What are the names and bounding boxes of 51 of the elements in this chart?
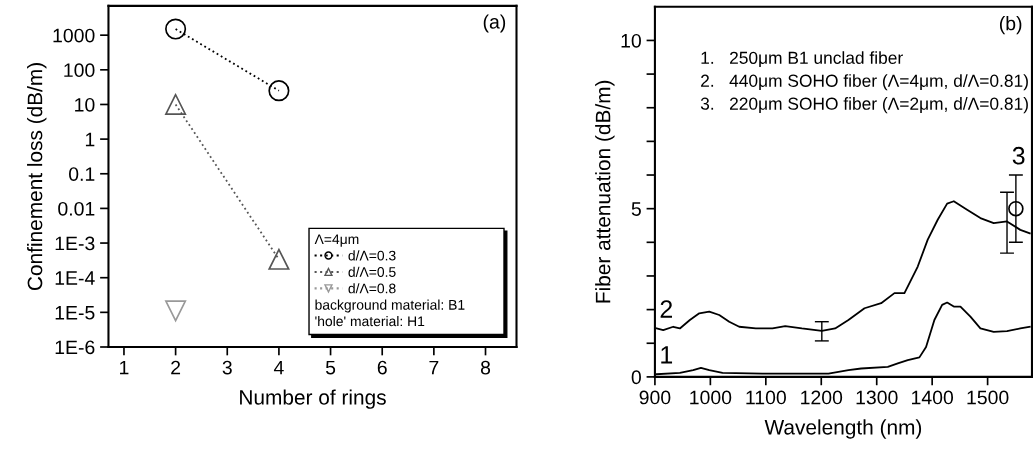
y-tick-label: 1000 — [53, 28, 95, 43]
y-tick-label: 100 — [64, 63, 95, 78]
series-label: 2 — [660, 300, 673, 318]
legend-label: d/Λ=0.8 — [348, 283, 396, 294]
y-tick-label: 1E-5 — [55, 306, 95, 320]
x-axis-title: Number of rings — [240, 389, 386, 409]
x-tick-label: 5 — [325, 360, 336, 375]
y-tick-label: 1 — [85, 132, 95, 147]
x-tick-label: 3 — [222, 360, 232, 375]
x-tick-label: 1000 — [690, 390, 732, 405]
y-tick-label: 1E-3 — [55, 236, 95, 251]
x-tick-label: 2 — [171, 360, 181, 375]
annotation: 1. 250μm B1 unclad fiber — [701, 51, 903, 68]
y-tick-label: 1E-6 — [55, 340, 95, 355]
series-label: 1 — [661, 346, 673, 364]
point — [268, 80, 290, 102]
legend-label: d/Λ=0.3 — [348, 250, 396, 261]
x-tick-label: 900 — [639, 390, 671, 405]
x-tick-label: 1200 — [801, 390, 843, 405]
annotation: (a) — [483, 14, 506, 33]
x-tick-label: 1300 — [856, 390, 898, 405]
annotation: 2. 440μm SOHO fiber (Λ=4μm, d/Λ=0.81) — [701, 74, 1028, 91]
y-tick-label: 10 — [75, 97, 95, 112]
y-tick-label: 1E-4 — [55, 271, 95, 285]
y-tick-label: 0.1 — [69, 167, 95, 181]
x-tick-label: 1 — [120, 360, 129, 375]
y-axis-title: Confinement loss (dB/m) — [27, 63, 47, 290]
y-tick-label: 5 — [631, 202, 641, 216]
x-tick-label: 1100 — [746, 390, 786, 405]
x-tick-label: 8 — [480, 360, 491, 375]
annotation: 3. 220μm SOHO fiber (Λ=2μm, d/Λ=0.81) — [700, 97, 1028, 114]
x-tick-label: 4 — [273, 360, 284, 375]
y-tick-label: 0 — [631, 370, 641, 385]
legend-label: d/Λ=0.5 — [348, 266, 396, 277]
x-tick-label: 1500 — [967, 390, 1009, 405]
point — [165, 18, 187, 40]
annotation: background material: B1 — [315, 299, 465, 313]
legend-title: Λ=4μm — [314, 234, 359, 247]
x-axis-title: Wavelength (nm) — [764, 419, 922, 439]
y-tick-label: 10 — [621, 33, 641, 48]
point — [268, 248, 290, 270]
y-axis-title: Fiber attenuation (dB/m) — [595, 80, 615, 303]
x-tick-label: 6 — [377, 360, 387, 375]
y-tick-label: 0.01 — [58, 201, 95, 216]
x-tick-label: 7 — [429, 360, 439, 375]
point — [165, 93, 187, 116]
annotation: (b) — [999, 16, 1022, 35]
series-label: 3 — [1012, 146, 1025, 165]
x-tick-label: 1400 — [912, 390, 954, 405]
annotation: 'hole' material: H1 — [315, 316, 425, 327]
point — [165, 300, 187, 322]
